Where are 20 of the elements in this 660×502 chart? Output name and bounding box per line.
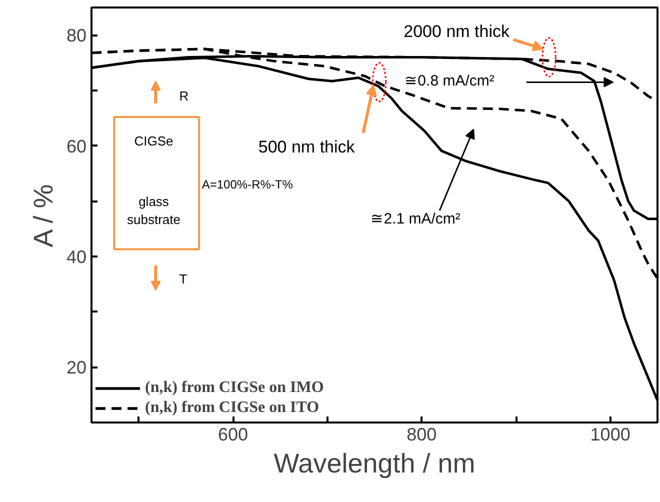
y-tick-label: 40 xyxy=(66,247,87,267)
annotation: R xyxy=(179,88,189,104)
annotation: A=100%-R%-T% xyxy=(202,178,294,192)
x-tick-label: 1000 xyxy=(590,424,630,444)
annotation: ≅2.1 mA/cm² xyxy=(370,210,460,228)
y-tick-label: 20 xyxy=(66,358,87,378)
legend-label: (n,k) from CIGSe on ITO xyxy=(145,399,320,417)
legend-label: (n,k) from CIGSe on IMO xyxy=(145,379,324,397)
y-axis-title: A / % xyxy=(28,184,58,248)
x-axis-title: Wavelength / nm xyxy=(274,448,476,478)
x-tick-label: 600 xyxy=(218,424,248,444)
x-tick-label: 800 xyxy=(406,424,437,444)
annotation: glass substrate xyxy=(127,194,181,228)
annotation: 2000 nm thick xyxy=(404,22,510,41)
annotation: CIGSe xyxy=(134,133,174,148)
y-tick-label: 60 xyxy=(66,136,87,156)
annotation: T xyxy=(179,272,188,287)
y-tick-label: 80 xyxy=(66,26,87,46)
annotation: 500 nm thick xyxy=(258,137,356,156)
annotation: ≅0.8 mA/cm² xyxy=(404,72,494,90)
